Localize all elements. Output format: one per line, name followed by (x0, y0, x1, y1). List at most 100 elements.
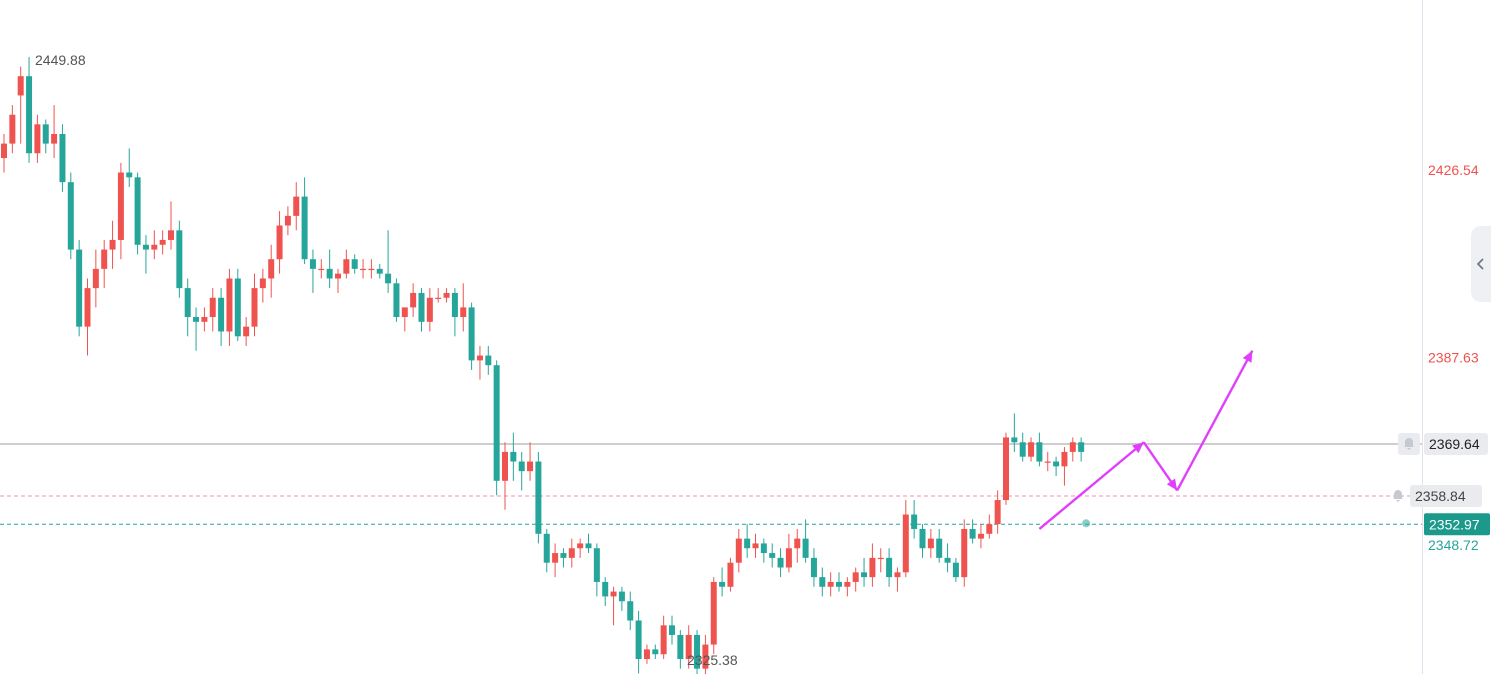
collapse-panel-button[interactable] (1471, 226, 1491, 302)
candle-body (318, 268, 325, 271)
candle-body (17, 76, 24, 96)
candle-body (126, 172, 133, 178)
candle-body (276, 225, 283, 260)
candle-body (284, 215, 291, 226)
candle-body (460, 307, 467, 318)
candle-body (76, 249, 83, 327)
hline-price-pill[interactable]: 2369.64 (1424, 433, 1488, 455)
candle-body (986, 524, 993, 534)
candle-body (869, 557, 876, 578)
candle-body (360, 268, 367, 271)
candle-body (1, 143, 7, 159)
price-tick-label: 2348.72 (1428, 537, 1479, 553)
candle-body (335, 273, 341, 279)
low-price-label: 2325.38 (687, 652, 738, 668)
candle-body (493, 365, 500, 481)
candle-body (502, 451, 508, 481)
candle-body (26, 76, 33, 154)
bell-icon[interactable] (1393, 490, 1403, 502)
candle-body (760, 543, 767, 554)
candle-body (218, 297, 225, 332)
candle-body (994, 500, 1001, 525)
candle-body (67, 182, 74, 250)
candle-body (176, 230, 183, 289)
candle-body (977, 533, 984, 539)
candle-body (944, 557, 951, 563)
candle-body (894, 572, 901, 578)
candle-body (418, 292, 425, 322)
candle-body (159, 239, 166, 245)
candle-body (710, 581, 717, 645)
candle-body (1019, 442, 1026, 457)
candle-body (301, 196, 308, 260)
candle-body (744, 538, 751, 549)
projection-arrow-segment (1038, 441, 1145, 530)
candle-body (168, 230, 174, 240)
price-tick-label: 2426.54 (1428, 162, 1479, 178)
candle-body (643, 649, 650, 660)
candle-body (243, 326, 250, 337)
candle-body (485, 355, 492, 366)
candle-body (1003, 437, 1009, 501)
candle-body (769, 553, 776, 558)
candle-body (1061, 451, 1068, 467)
candle-body (142, 244, 149, 250)
high-price-label: 2449.88 (35, 52, 86, 68)
candle-body (451, 292, 458, 318)
candle-body (902, 514, 909, 573)
candle-body (435, 297, 442, 299)
candle-body (1044, 461, 1051, 463)
candle-body (51, 133, 58, 144)
candle-body (669, 625, 675, 635)
projection-arrows[interactable] (1038, 350, 1254, 530)
candle-body (635, 620, 642, 660)
candle-body (209, 297, 216, 318)
projection-arrow-head (1166, 478, 1178, 491)
last-price-pill[interactable]: 2352.97 (1424, 513, 1490, 536)
candle-body (685, 634, 692, 660)
candle-body (602, 581, 609, 597)
candle-body (593, 548, 600, 582)
candle-body (852, 572, 859, 582)
candle-body (201, 317, 208, 322)
bell-icon (1404, 438, 1414, 450)
alert-price-text: 2358.84 (1415, 488, 1466, 504)
candle-body (886, 557, 893, 578)
candle-body (702, 644, 709, 669)
candle-body (109, 239, 116, 250)
candle-body (585, 543, 592, 549)
candle-body (134, 177, 141, 245)
alert-price-pill[interactable]: 2358.84 (1410, 485, 1482, 508)
candle-body (259, 278, 266, 289)
hline-bell[interactable] (1398, 433, 1420, 455)
candle-body (1028, 442, 1035, 457)
candle-body (368, 268, 375, 271)
candle-body (527, 461, 534, 472)
candle-body (1036, 442, 1043, 462)
candle-body (810, 557, 817, 578)
candle-body (627, 601, 634, 621)
candle-body (794, 538, 801, 549)
candle-body (193, 317, 200, 322)
candle-body (476, 355, 483, 361)
candle-body (827, 581, 834, 587)
candle-body (969, 528, 976, 539)
candle-body (694, 634, 701, 669)
candle-body (719, 581, 726, 587)
price-axis[interactable]: 2426.54 2387.63 2348.72 2369.64 2358.84 … (1393, 162, 1490, 553)
projection-arrow-head (1132, 442, 1144, 454)
candle-body (568, 548, 575, 558)
candle-body (309, 259, 316, 269)
candle-body (34, 124, 41, 154)
candle-body (535, 461, 542, 534)
candle-body (351, 259, 358, 269)
candle-body (961, 528, 968, 578)
candle-body (1053, 461, 1060, 467)
candle-body (877, 557, 884, 560)
candle-body (802, 538, 809, 558)
projection-arrow-head (1242, 350, 1253, 363)
candle-body (952, 562, 959, 578)
projection-arrow-segment (1176, 350, 1254, 492)
candle-body (785, 548, 792, 568)
